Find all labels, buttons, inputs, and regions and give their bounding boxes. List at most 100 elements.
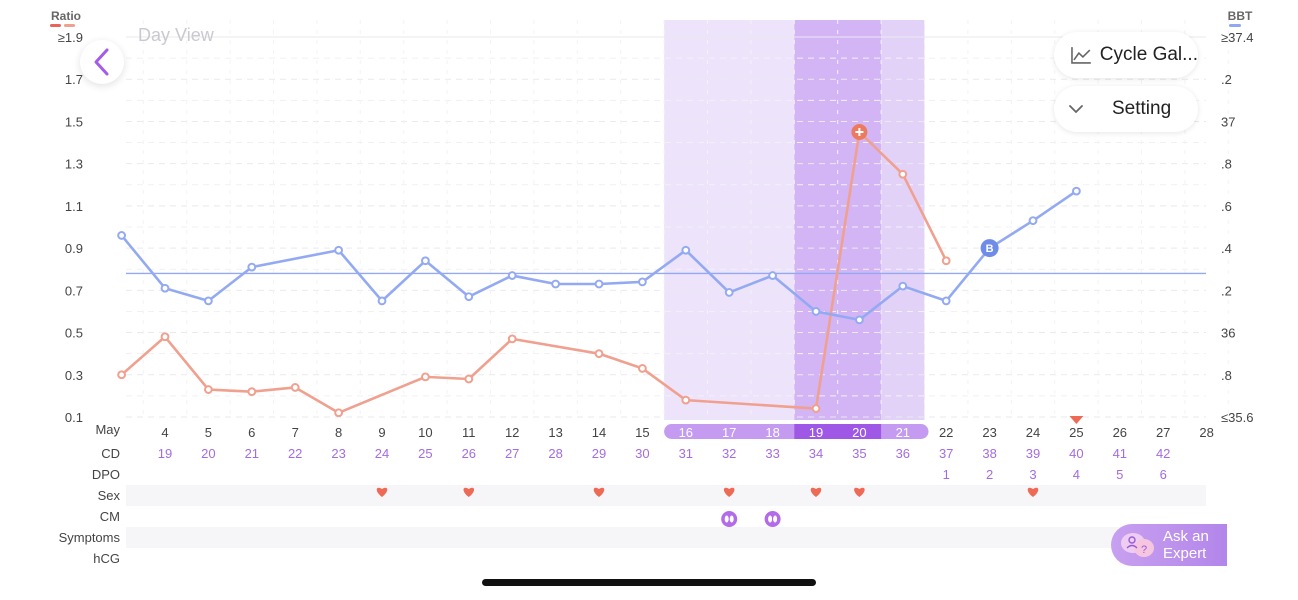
ratio-point <box>464 374 474 384</box>
cd-value: 35 <box>852 446 866 461</box>
right-tick-label: .4 <box>1221 241 1232 256</box>
dpo-value: 2 <box>986 467 993 482</box>
cd-value: 29 <box>592 446 606 461</box>
right-tick-label: 37 <box>1221 114 1235 129</box>
heart-icon <box>376 487 388 497</box>
dpo-value: 4 <box>1073 467 1080 482</box>
bbt-point <box>855 315 864 325</box>
cd-value: 21 <box>245 446 259 461</box>
left-tick-label: 1.5 <box>65 114 83 129</box>
day-label: 12 <box>505 425 519 440</box>
right-axis-title: BBT <box>1228 9 1253 23</box>
bbt-point <box>594 279 604 289</box>
month-label: May <box>95 422 120 437</box>
b-marker-label: B <box>986 243 994 255</box>
setting-button[interactable]: Setting <box>1054 86 1198 132</box>
dpo-value: 5 <box>1116 467 1123 482</box>
day-label: 13 <box>548 425 562 440</box>
day-label: 22 <box>939 425 953 440</box>
day-label: 8 <box>335 425 342 440</box>
cm-icon <box>721 511 738 527</box>
ratio-point <box>117 370 126 380</box>
ratio-point <box>507 334 517 344</box>
cd-value: 32 <box>722 446 736 461</box>
cycle-gallery-label: Cycle Gal... <box>1099 44 1198 65</box>
chat-expert-icon: ? <box>1121 533 1154 557</box>
cd-value: 24 <box>375 446 389 461</box>
left-axis-title: Ratio <box>51 9 81 23</box>
cd-value: 25 <box>418 446 432 461</box>
bbt-point <box>551 279 560 289</box>
day-label: 11 <box>462 425 476 440</box>
right-tick-label: .6 <box>1221 199 1232 214</box>
cd-row-label: CD <box>101 446 120 461</box>
ratio-line <box>120 130 948 415</box>
heart-icon <box>463 487 475 497</box>
left-tick-label: 0.3 <box>65 368 83 383</box>
bbt-point <box>247 262 257 272</box>
bbt-point <box>941 296 951 306</box>
day-label: 20 <box>852 425 866 440</box>
left-tick-label: ≥1.9 <box>58 30 83 45</box>
day-label: 4 <box>161 425 168 440</box>
day-label: 19 <box>809 425 823 440</box>
back-button[interactable] <box>80 40 124 84</box>
hcg-row-label: hCG <box>93 551 120 566</box>
ask-expert-button[interactable]: ? Ask an Expert <box>1111 524 1227 566</box>
b-marker-circle <box>980 239 999 258</box>
chevron-down-icon <box>1069 105 1083 114</box>
ratio-point <box>160 332 170 342</box>
right-tick-label: ≤35.6 <box>1221 410 1253 425</box>
sex-row-label: Sex <box>98 488 121 503</box>
bbt-point <box>638 277 647 287</box>
heart-icon <box>723 487 735 497</box>
bbt-point <box>160 283 170 293</box>
bbt-point <box>1072 186 1081 196</box>
day-label: 27 <box>1156 425 1170 440</box>
day-label: 28 <box>1199 425 1213 440</box>
day-label: 10 <box>418 425 432 440</box>
cd-value: 36 <box>896 446 910 461</box>
symptoms-row-band <box>126 527 1206 548</box>
ask-expert-line1: Ask an <box>1163 528 1209 545</box>
line-chart-icon <box>1071 47 1091 64</box>
bbt-point <box>464 292 474 302</box>
ratio-point <box>681 395 691 405</box>
ovulation-day-pill <box>794 424 882 439</box>
ratio-point <box>811 404 821 413</box>
dpo-value: 6 <box>1160 467 1167 482</box>
cycle-gallery-button[interactable]: Cycle Gal... <box>1054 32 1198 78</box>
cd-value: 33 <box>765 446 779 461</box>
day-label: 15 <box>635 425 649 440</box>
heart-icon <box>593 487 605 497</box>
cd-value: 41 <box>1113 446 1127 461</box>
heart-icon <box>854 487 865 497</box>
right-tick-label: .8 <box>1221 368 1232 383</box>
day-label: 26 <box>1113 425 1127 440</box>
day-label: 16 <box>679 425 693 440</box>
ratio-point <box>941 256 951 266</box>
bbt-point <box>377 296 387 306</box>
cd-value: 19 <box>158 446 172 461</box>
right-tick-label: 36 <box>1221 326 1235 341</box>
cm-icon-circle <box>721 511 738 527</box>
left-tick-label: 0.9 <box>65 241 83 256</box>
left-tick-label: 1.3 <box>65 157 83 172</box>
day-label: 25 <box>1069 425 1083 440</box>
left-tick-label: 1.1 <box>65 199 83 214</box>
bbt-point <box>898 281 908 291</box>
cd-value: 22 <box>288 446 302 461</box>
ratio-peak-marker <box>851 124 868 140</box>
cd-value: 39 <box>1026 446 1040 461</box>
cd-value: 27 <box>505 446 519 461</box>
cd-value: 28 <box>548 446 562 461</box>
dpo-value: 1 <box>943 467 950 482</box>
right-tick-label: .2 <box>1221 283 1232 298</box>
heart-icon <box>1027 487 1039 497</box>
cm-drop-left <box>768 515 773 523</box>
day-label: 17 <box>722 425 736 440</box>
home-indicator <box>482 579 816 586</box>
day-label: 5 <box>205 425 212 440</box>
cm-icon-circle <box>764 511 781 527</box>
bbt-point <box>811 307 821 316</box>
